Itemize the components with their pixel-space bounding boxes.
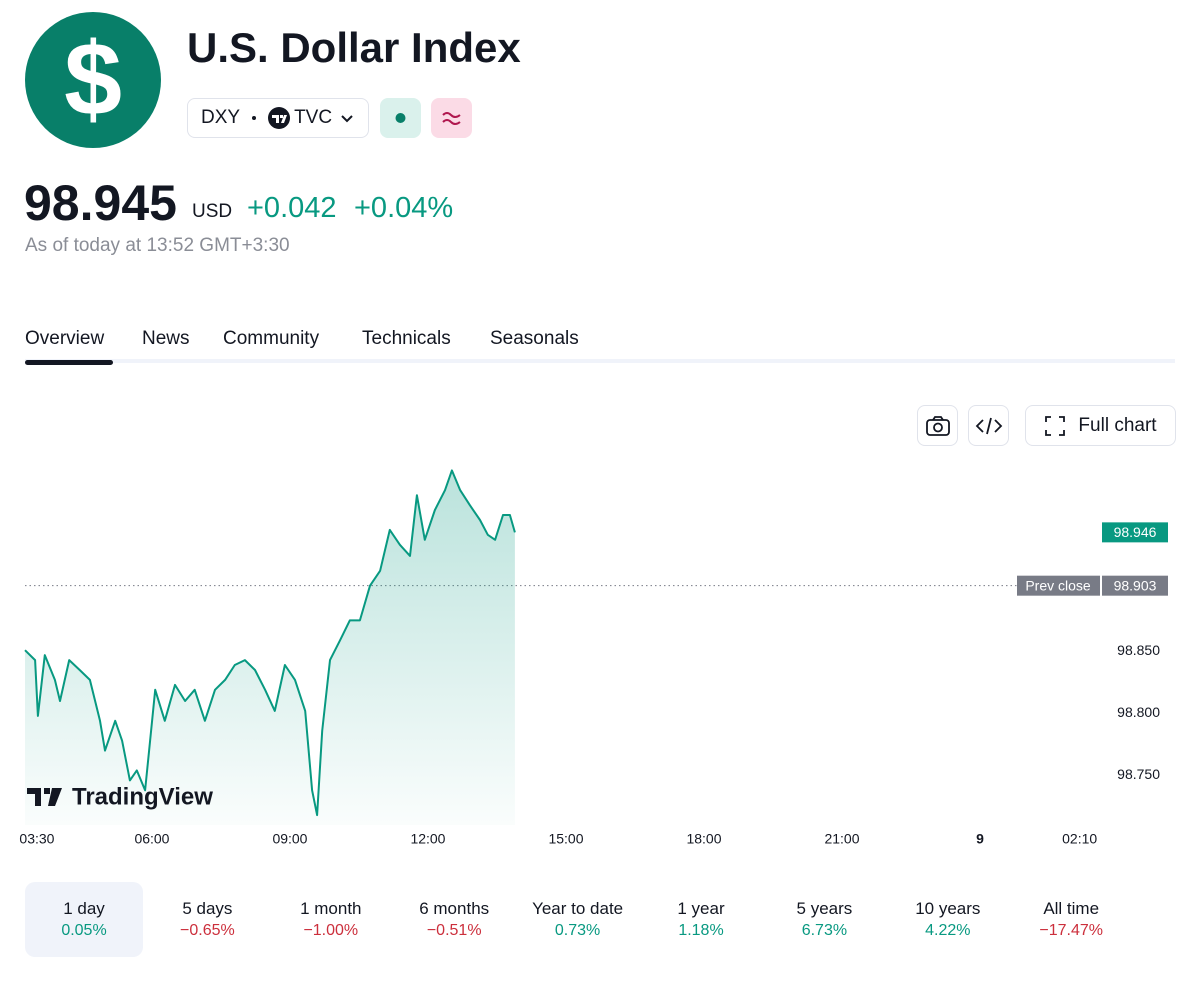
x-tick-label: 9 — [976, 831, 984, 847]
period[interactable]: 1 month −1.00% — [272, 882, 390, 957]
symbol-badge[interactable]: DXY TVC — [187, 98, 369, 138]
last-price-tag — [1102, 522, 1168, 543]
period-label: 10 years — [915, 899, 981, 918]
line — [24, 469, 516, 817]
tab[interactable]: Seasonals — [490, 328, 579, 349]
last-price-label: 98.946 — [1114, 524, 1157, 540]
change-percent: +0.04% — [354, 192, 454, 224]
period[interactable]: All time −17.47% — [1012, 882, 1130, 957]
y-tick-label: 98.750 — [1117, 766, 1160, 782]
period-change: 6.73% — [801, 922, 848, 939]
watermark-text: TradingView — [72, 783, 213, 810]
price: 98.945 — [24, 175, 177, 231]
x-tick-label: 03:30 — [19, 831, 54, 847]
y-tick-label: 98.800 — [1117, 704, 1160, 720]
period-label: All time — [1043, 899, 1100, 918]
period-label: 5 years — [796, 899, 853, 918]
prev-close-tag — [1017, 575, 1100, 596]
period-label: Year to date — [532, 899, 624, 918]
period-label: 5 days — [182, 899, 233, 918]
period-change: −17.47% — [1039, 922, 1103, 939]
period[interactable]: 5 years 6.73% — [765, 882, 883, 957]
active-tab-bar — [25, 360, 113, 365]
currency: USD — [192, 201, 233, 222]
watermark: TradingView — [27, 783, 213, 810]
chevron — [341, 115, 353, 123]
title: U.S. Dollar Index — [187, 24, 521, 71]
prev-close-name: Prev close — [1025, 577, 1091, 593]
full-chart-button[interactable]: Full chart — [1025, 405, 1176, 446]
exchange-logo — [268, 107, 291, 129]
x-tick-label: 12:00 — [410, 831, 445, 847]
x-tick-label: 18:00 — [686, 831, 721, 847]
prev-close-value-tag — [1102, 575, 1168, 596]
tab[interactable]: News — [142, 328, 190, 349]
period-change: −0.65% — [180, 922, 235, 939]
period[interactable]: Year to date 0.73% — [519, 882, 637, 957]
period-change: 0.05% — [61, 922, 107, 939]
period-change: −0.51% — [426, 922, 482, 939]
period[interactable]: 6 months −0.51% — [395, 882, 513, 957]
embed-button[interactable] — [968, 405, 1009, 446]
as-of: As of today at 13:52 GMT+3:30 — [25, 235, 290, 256]
period-label: 1 year — [677, 899, 725, 918]
x-tick-label: 02:10 — [1062, 831, 1097, 847]
x-tick-label: 09:00 — [272, 831, 307, 847]
exchange: TVC — [294, 107, 333, 128]
tab[interactable]: Overview — [25, 328, 105, 349]
period[interactable]: 1 day 0.05% — [25, 882, 143, 957]
delayed-data[interactable] — [431, 98, 472, 138]
symbol: DXY — [201, 107, 241, 128]
full-chart-label: Full chart — [1078, 414, 1157, 436]
tab[interactable]: Technicals — [362, 328, 451, 349]
period-change: −1.00% — [303, 922, 359, 939]
x-tick-label: 15:00 — [548, 831, 583, 847]
tab[interactable]: Community — [223, 328, 320, 349]
period-change: 0.73% — [554, 922, 601, 939]
tab-rule — [25, 359, 1175, 363]
y-tick-label: 98.850 — [1117, 642, 1160, 658]
change: +0.042 — [247, 192, 337, 224]
prev-close-value: 98.903 — [1114, 577, 1157, 593]
area — [25, 470, 515, 825]
logo: $ — [25, 12, 161, 148]
period[interactable]: 5 days −0.65% — [148, 882, 266, 957]
period[interactable]: 1 year 1.18% — [642, 882, 760, 957]
period[interactable]: 10 years 4.22% — [889, 882, 1007, 957]
x-tick-label: 21:00 — [824, 831, 859, 847]
period-change: 4.22% — [925, 922, 971, 939]
x-tick-label: 06:00 — [134, 831, 169, 847]
period-label: 6 months — [419, 899, 490, 918]
period-change: 1.18% — [678, 922, 724, 939]
market-status[interactable] — [380, 98, 421, 138]
snapshot-button[interactable] — [917, 405, 958, 446]
period-label: 1 month — [300, 899, 362, 918]
chart: 98.750 98.800 98.850 03:30 06:00 09:00 12:00 15… — [19, 469, 1168, 847]
period-label: 1 day — [63, 899, 105, 918]
